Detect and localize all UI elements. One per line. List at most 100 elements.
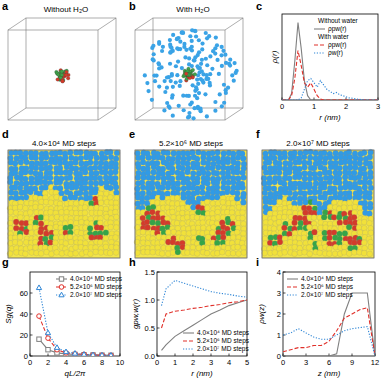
bead <box>49 215 55 221</box>
polymer-bead <box>61 80 65 84</box>
bead <box>97 175 103 181</box>
water-bead <box>232 79 236 83</box>
box-edge <box>225 18 243 30</box>
bead <box>347 165 353 171</box>
water-bead <box>151 57 155 61</box>
bead <box>160 195 166 201</box>
water-bead <box>165 75 169 79</box>
x-tick-label: 2 <box>46 358 50 367</box>
bead <box>18 159 24 165</box>
bead <box>174 195 180 201</box>
y-tick-label: 1 <box>277 331 281 340</box>
water-bead <box>182 108 186 112</box>
bead <box>17 240 23 246</box>
bead <box>311 215 317 221</box>
bead <box>149 185 155 191</box>
bead <box>366 220 372 226</box>
bead <box>367 195 373 201</box>
bead <box>135 175 141 181</box>
bead <box>327 235 333 241</box>
bead <box>351 240 357 246</box>
series-line <box>283 293 375 356</box>
water-bead <box>222 101 226 105</box>
water-bead <box>205 36 209 40</box>
bead <box>240 200 246 206</box>
bead <box>113 225 119 231</box>
water-bead <box>152 58 156 62</box>
bead <box>175 159 181 165</box>
bead <box>47 240 53 246</box>
bead <box>24 159 30 165</box>
bead <box>214 170 220 176</box>
water-bead <box>190 28 194 32</box>
bead <box>194 251 200 257</box>
bead <box>84 234 90 240</box>
series-marker <box>46 348 50 352</box>
bead <box>368 244 374 250</box>
bead <box>346 251 352 257</box>
bead <box>277 199 283 205</box>
data-area <box>283 293 375 356</box>
x-tick-label: 5 <box>245 358 249 367</box>
bead <box>103 235 109 241</box>
bead <box>266 180 272 186</box>
water-bead <box>154 73 158 77</box>
bead <box>361 240 367 246</box>
bead <box>114 150 120 156</box>
bead <box>321 184 327 190</box>
bead <box>268 220 274 226</box>
bead <box>282 249 288 255</box>
render <box>7 149 120 258</box>
bead <box>341 244 347 250</box>
bead <box>337 165 343 171</box>
bead <box>291 185 297 191</box>
bead <box>346 224 352 230</box>
bead <box>210 230 216 236</box>
water-bead <box>169 79 173 83</box>
bead <box>155 220 161 226</box>
series-line <box>282 23 378 100</box>
render <box>134 149 247 258</box>
bead <box>181 195 187 201</box>
water-bead <box>197 38 201 42</box>
bead <box>303 210 309 216</box>
water-bead <box>218 92 222 96</box>
bead <box>93 249 99 255</box>
box-edge <box>135 150 247 258</box>
series-line <box>283 327 375 356</box>
bead <box>169 169 175 175</box>
bead <box>8 225 14 231</box>
legend-label: 2.0×10⁷ MD steps <box>197 345 249 353</box>
bead <box>209 211 215 217</box>
bead <box>282 244 288 250</box>
bead <box>301 235 307 241</box>
bead <box>186 155 192 161</box>
bead <box>214 250 220 256</box>
bead <box>72 195 78 201</box>
bead <box>225 245 231 251</box>
bead <box>165 191 171 197</box>
bead <box>297 215 303 221</box>
bead <box>271 199 277 205</box>
legend: 4.0×10⁴ MD steps5.2×10⁶ MD steps2.0×10⁷ … <box>56 275 123 299</box>
water-bead <box>159 65 163 69</box>
bead <box>307 160 313 166</box>
box-edge <box>8 30 98 120</box>
bead <box>47 175 53 181</box>
bead <box>347 194 353 200</box>
bead <box>38 251 44 257</box>
x-tick-label: 3 <box>304 358 308 367</box>
figure: abcdefghiWithout H₂OWith H₂O4.0×10⁴ MD s… <box>0 0 383 388</box>
legend-swatch <box>287 294 298 295</box>
bead <box>8 209 14 215</box>
bead <box>12 185 18 191</box>
bead <box>302 249 308 255</box>
polymer-bead <box>184 72 188 76</box>
legend-label: ρpw(r) <box>328 25 347 33</box>
x-tick-label: 3 <box>209 358 213 367</box>
water-bead <box>193 94 197 98</box>
bead <box>306 245 312 251</box>
water-bead <box>197 50 201 54</box>
bead <box>83 240 89 246</box>
water-bead <box>214 35 218 39</box>
